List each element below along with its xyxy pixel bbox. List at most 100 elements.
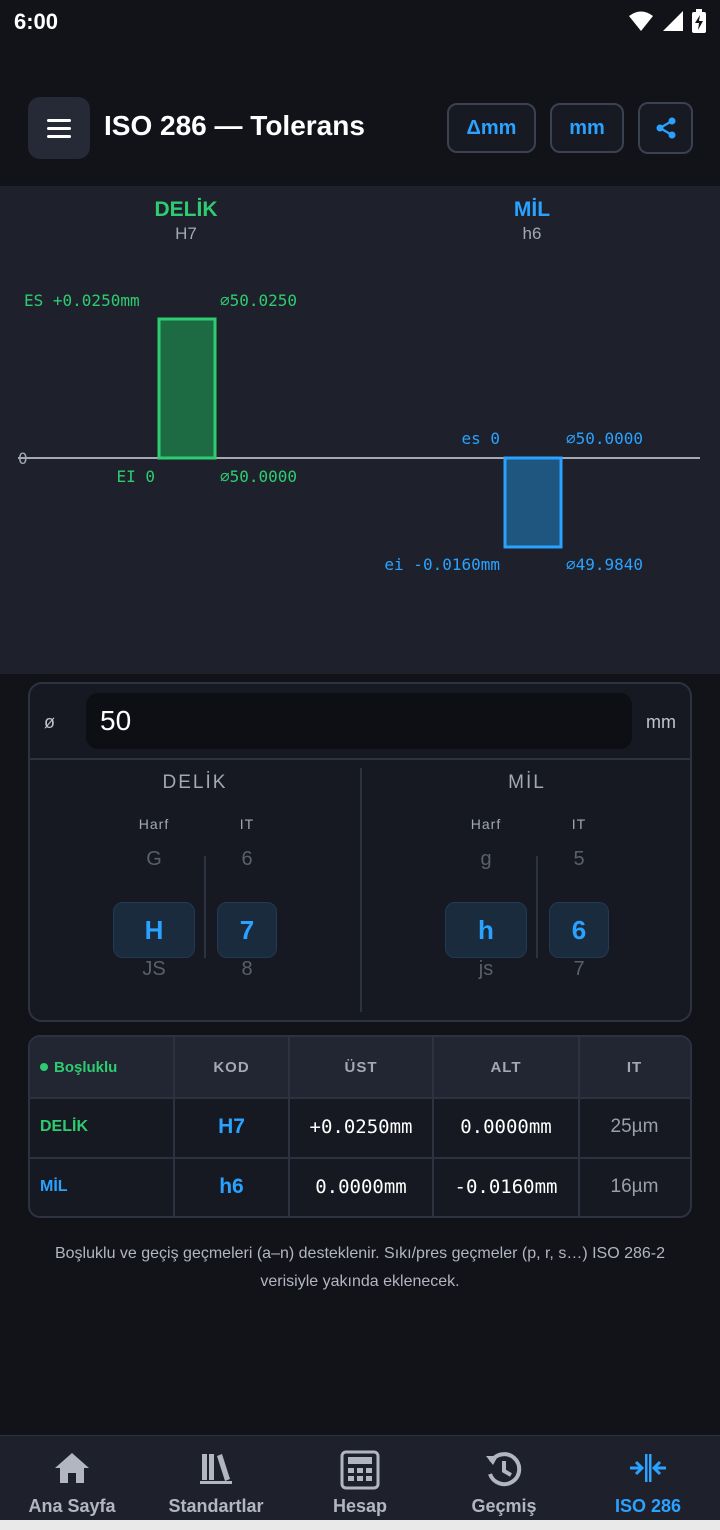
signal-icon [663, 11, 683, 31]
picker-separator [536, 856, 538, 958]
divider [30, 1097, 690, 1099]
zero-label: 0 [18, 449, 28, 468]
home-icon [55, 1453, 89, 1483]
unit-button[interactable]: mm [550, 103, 624, 153]
nav-label: Hesap [332, 1496, 388, 1516]
row-code: H7 [218, 1115, 245, 1138]
input-card: ø mm DELİK Harf IT G H JS 6 7 8 MİL Harf… [28, 682, 692, 1022]
diameter-symbol: ø [44, 712, 55, 732]
divider [30, 758, 690, 760]
grade-header: IT [571, 816, 587, 832]
fit-type-label: Boşluklu [54, 1058, 118, 1076]
row-label: MİL [40, 1178, 68, 1195]
shaft-grade-next[interactable]: 7 [573, 958, 585, 980]
nav-label: Geçmiş [471, 1496, 537, 1516]
diameter-unit: mm [646, 712, 676, 732]
letter-header: Harf [138, 816, 170, 832]
hole-code: H7 [175, 224, 197, 243]
fit-type-badge: Boşluklu [30, 1037, 174, 1097]
header-upper: ÜST [344, 1058, 378, 1076]
info-note: Boşluklu ve geçiş geçmeleri (a–n) destek… [54, 1245, 666, 1290]
hole-grade-prev[interactable]: 6 [241, 848, 253, 870]
nav-item-calculator[interactable]: Hesap [288, 1436, 432, 1530]
hole-tolerance-zone [157, 317, 217, 460]
delta-unit-button[interactable]: Δmm [447, 103, 536, 153]
row-code: h6 [219, 1175, 244, 1198]
row-label: DELİK [40, 1118, 88, 1135]
nav-item-home[interactable]: Ana Sayfa [0, 1436, 144, 1530]
hole-upper-deviation: ES +0.0250mm [24, 291, 140, 310]
shaft-letter-prev[interactable]: g [480, 848, 492, 870]
shaft-letter-selected[interactable]: h [445, 902, 527, 958]
tolerance-chart: DELİK H7 MİL h6 0 ES +0.0250mm ⌀50.0250 … [18, 198, 700, 574]
tolerance-diagram: DELİK H7 MİL h6 0 ES +0.0250mm ⌀50.0250 … [0, 186, 720, 674]
hole-lower-deviation: EI 0 [116, 467, 155, 486]
bottom-nav: Ana Sayfa Standartlar Hesap Geçmiş I [0, 1435, 720, 1530]
shaft-grade-prev[interactable]: 5 [573, 848, 585, 870]
battery-icon [692, 9, 706, 33]
fit-arrows-icon [630, 1454, 666, 1482]
divider [578, 1037, 580, 1216]
status-time: 6:00 [14, 9, 59, 34]
shaft-tolerance-zone [503, 456, 563, 549]
nav-label: Standartlar [168, 1496, 264, 1516]
share-button[interactable] [638, 102, 693, 154]
nav-label: Ana Sayfa [28, 1496, 116, 1516]
row-it: 16µm [610, 1176, 659, 1197]
wifi-icon [629, 11, 653, 31]
shaft-grade-selected[interactable]: 6 [549, 902, 609, 958]
row-lower: 0.0000mm [460, 1116, 552, 1138]
hole-letter-prev[interactable]: G [146, 848, 162, 870]
page-title: ISO 286 — Tolerans [104, 110, 365, 141]
nav-item-history[interactable]: Geçmiş [432, 1436, 576, 1530]
divider [30, 1157, 690, 1159]
table-header-row: Boşluklu KOD ÜST ALT IT [30, 1037, 690, 1097]
status-bar: 6:00 [0, 0, 720, 44]
calculator-icon [340, 1450, 380, 1490]
result-table: Boşluklu KOD ÜST ALT IT DELİK H7 +0.0250… [28, 1035, 692, 1218]
hole-title: DELİK [155, 198, 218, 221]
app-bar: ISO 286 — Tolerans Δmm mm [0, 80, 720, 176]
divider [173, 1037, 175, 1216]
menu-button[interactable] [28, 97, 90, 159]
header-it: IT [626, 1058, 643, 1076]
shaft-title: MİL [514, 198, 550, 221]
header-code: KOD [213, 1058, 250, 1076]
shaft-code: h6 [523, 224, 542, 243]
header-lower: ALT [490, 1058, 522, 1076]
hole-upper-dimension: ⌀50.0250 [220, 291, 297, 310]
divider [288, 1037, 290, 1216]
shaft-lower-deviation: ei -0.0160mm [384, 555, 500, 574]
hole-picker: DELİK Harf IT G H JS 6 7 8 [30, 760, 360, 1020]
grade-header: IT [239, 816, 255, 832]
status-icons [628, 8, 706, 34]
shaft-picker-title: MİL [508, 772, 546, 793]
nav-item-standards[interactable]: Standartlar [144, 1436, 288, 1530]
row-upper: +0.0250mm [309, 1116, 413, 1138]
divider [360, 768, 362, 1012]
hole-grade-next[interactable]: 8 [241, 958, 253, 980]
shaft-upper-deviation: es 0 [461, 429, 500, 448]
hole-picker-title: DELİK [162, 772, 228, 793]
row-it: 25µm [610, 1116, 659, 1137]
books-icon [200, 1454, 232, 1484]
status-dot-icon [40, 1063, 48, 1071]
hole-letter-next[interactable]: JS [142, 958, 166, 980]
letter-header: Harf [470, 816, 502, 832]
row-upper: 0.0000mm [315, 1176, 407, 1198]
divider [432, 1037, 434, 1216]
nav-item-iso286[interactable]: ISO 286 [576, 1436, 720, 1530]
hole-grade-selected[interactable]: 7 [217, 902, 277, 958]
picker-separator [204, 856, 206, 958]
shaft-picker: MİL Harf IT g h js 5 6 7 [362, 760, 692, 1020]
diameter-input[interactable] [86, 693, 632, 749]
shaft-upper-dimension: ⌀50.0000 [566, 429, 643, 448]
shaft-lower-dimension: ⌀49.9840 [566, 555, 643, 574]
menu-icon [47, 116, 71, 140]
hole-letter-selected[interactable]: H [113, 902, 195, 958]
hole-lower-dimension: ⌀50.0000 [220, 467, 297, 486]
share-icon [656, 117, 675, 139]
shaft-letter-next[interactable]: js [478, 958, 494, 980]
table-row: MİL h6 0.0000mm -0.0160mm 16µm [30, 1157, 690, 1216]
gesture-bar [0, 1520, 720, 1530]
